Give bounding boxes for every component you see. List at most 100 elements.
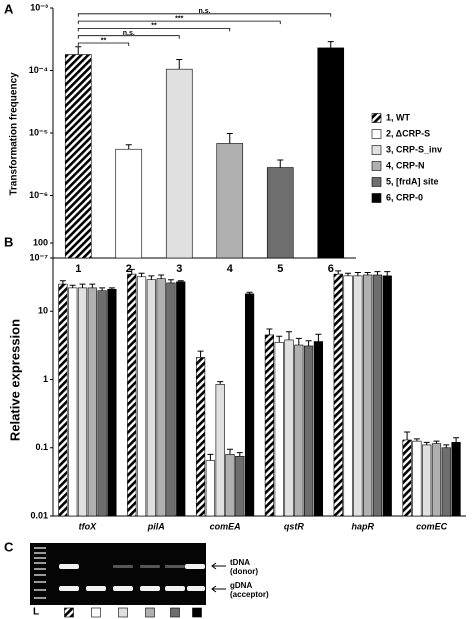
- error-bar: [423, 441, 430, 445]
- legend-label: 6, CRP-0: [386, 192, 423, 202]
- bar: [284, 339, 294, 517]
- bar: [333, 273, 343, 517]
- significance-label: n.s.: [198, 8, 210, 15]
- error-bar: [138, 272, 145, 277]
- lane-swatch: [170, 607, 180, 618]
- y-tick-label: 10⁻⁴: [29, 65, 48, 75]
- error-bar: [167, 279, 174, 283]
- y-tick-label: 100: [33, 237, 48, 247]
- y-tick-label: 10⁻⁵: [29, 127, 48, 137]
- error-bar: [125, 144, 132, 150]
- error-bar: [345, 272, 352, 276]
- bar: [441, 447, 451, 517]
- error-bar: [148, 275, 155, 280]
- significance-bracket: [77, 42, 130, 46]
- bar: [244, 293, 255, 517]
- bar: [87, 287, 97, 517]
- error-bar: [207, 453, 214, 461]
- band-arrow: [211, 562, 226, 593]
- bar: [107, 288, 117, 517]
- legend-label: 2, ΔCRP-S: [386, 128, 430, 138]
- x-tick-label: comEC: [416, 521, 448, 531]
- legend-label: 4, CRP-N: [386, 160, 425, 170]
- x-tick-label: 1: [75, 263, 81, 275]
- bar: [313, 341, 324, 517]
- error-bar: [75, 46, 82, 55]
- y-tick-label: 10⁻⁶: [29, 190, 48, 200]
- bar: [68, 287, 78, 517]
- bar: [235, 455, 245, 517]
- bar: [77, 287, 88, 517]
- error-bar: [413, 438, 420, 442]
- bar: [317, 47, 345, 259]
- significance-label: **: [151, 23, 157, 30]
- y-axis-label: Transformation frequency: [9, 72, 20, 196]
- error-bar: [266, 328, 273, 335]
- y-tick-label: 0.1: [35, 442, 48, 452]
- error-bar: [354, 271, 361, 276]
- gel-image: [30, 543, 206, 605]
- significance-bracket: [77, 35, 180, 39]
- x-tick-label: tfoX: [79, 521, 97, 531]
- error-bar: [433, 440, 440, 444]
- error-bar: [276, 335, 283, 343]
- bar: [64, 54, 92, 259]
- error-bar: [246, 291, 253, 294]
- error-bar: [453, 437, 460, 443]
- bar: [266, 167, 294, 259]
- error-bar: [335, 270, 342, 275]
- error-bar: [128, 268, 135, 275]
- legend-swatch: [371, 129, 382, 139]
- bar: [225, 454, 235, 517]
- bar: [274, 342, 284, 517]
- legend-label: 1, WT: [386, 112, 411, 122]
- bar: [166, 282, 176, 517]
- bar: [195, 357, 206, 517]
- error-bar: [99, 287, 106, 291]
- bar: [165, 68, 193, 259]
- lane-swatch: [145, 607, 155, 618]
- bar: [136, 276, 147, 517]
- legend-swatch: [371, 177, 382, 187]
- error-bar: [226, 448, 233, 455]
- bar: [127, 273, 137, 517]
- bar: [294, 344, 304, 517]
- error-bar: [59, 280, 66, 285]
- lane-swatch: [118, 607, 128, 618]
- significance-label: **: [101, 37, 107, 44]
- error-bar: [305, 340, 312, 346]
- error-bar: [315, 333, 322, 342]
- bar: [412, 440, 422, 517]
- error-bar: [374, 271, 381, 275]
- error-bar: [177, 280, 184, 282]
- error-bar: [176, 58, 183, 70]
- legend-label: 5, [frdA] site: [386, 176, 439, 186]
- bar: [97, 290, 107, 517]
- error-bar: [79, 283, 86, 288]
- bar: [402, 439, 412, 517]
- x-tick-label: 6: [328, 263, 334, 275]
- x-tick-label: hapR: [352, 521, 375, 531]
- significance-label: n.s.: [123, 30, 135, 37]
- bar: [205, 460, 215, 517]
- significance-bracket: [77, 20, 281, 25]
- error-bar: [217, 381, 224, 385]
- bar: [353, 275, 363, 517]
- legend-swatch: [371, 113, 382, 123]
- bar: [372, 274, 383, 517]
- error-bar: [226, 133, 233, 144]
- legend-swatch: [371, 161, 382, 171]
- bar: [431, 443, 442, 517]
- lane-label: L: [33, 607, 39, 618]
- band-label: (donor): [230, 567, 258, 576]
- panel-label: B: [4, 234, 13, 249]
- bar: [382, 275, 392, 517]
- error-bar: [295, 337, 302, 346]
- bar: [422, 444, 432, 517]
- panel-label: A: [4, 1, 14, 16]
- bar: [146, 279, 156, 517]
- legend-swatch: [371, 193, 382, 203]
- lane-swatch: [192, 607, 202, 618]
- error-bar: [404, 431, 411, 440]
